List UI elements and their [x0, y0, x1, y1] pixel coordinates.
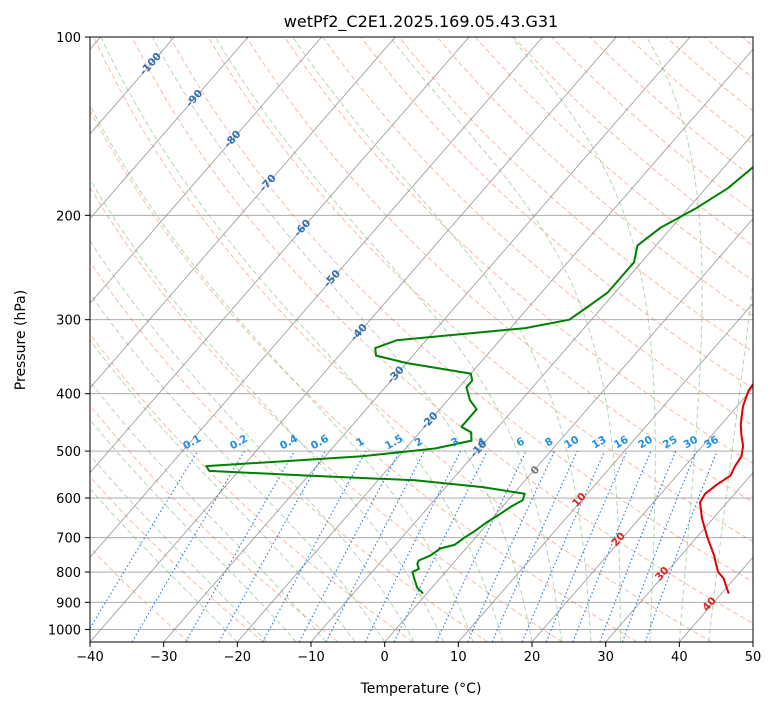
x-tick-label: 50: [745, 650, 762, 665]
y-tick-label: 100: [56, 31, 81, 46]
x-tick-label: −20: [224, 650, 251, 665]
x-tick-label: 30: [597, 650, 614, 665]
x-tick-label: 20: [524, 650, 541, 665]
x-tick-label: −10: [297, 650, 324, 665]
y-tick-label: 200: [56, 209, 81, 224]
y-tick-label: 700: [56, 532, 81, 547]
x-tick-label: −30: [150, 650, 177, 665]
y-tick-label: 300: [56, 314, 81, 329]
x-axis-label: Temperature (°C): [360, 681, 482, 697]
x-tick-label: 0: [381, 650, 389, 665]
y-tick-label: 1000: [48, 623, 81, 638]
y-tick-label: 600: [56, 492, 81, 507]
x-tick-label: −40: [76, 650, 103, 665]
y-tick-label: 400: [56, 388, 81, 403]
x-tick-label: 10: [450, 650, 467, 665]
y-tick-label: 800: [56, 566, 81, 581]
chart-title: wetPf2_C2E1.2025.169.05.43.G31: [284, 12, 558, 32]
y-axis-label: Pressure (hPa): [13, 290, 29, 390]
x-tick-label: 40: [671, 650, 688, 665]
y-tick-label: 900: [56, 596, 81, 611]
y-tick-label: 500: [56, 445, 81, 460]
